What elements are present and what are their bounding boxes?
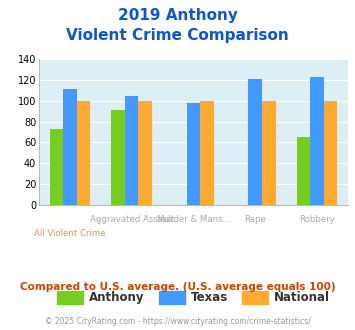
Legend: Anthony, Texas, National: Anthony, Texas, National (53, 286, 334, 309)
Bar (324, 101, 337, 205)
Bar (111, 110, 125, 205)
Bar (63, 89, 77, 205)
Bar (138, 101, 152, 205)
Text: Robbery: Robbery (299, 215, 335, 224)
Text: Compared to U.S. average. (U.S. average equals 100): Compared to U.S. average. (U.S. average … (20, 282, 335, 292)
Text: Violent Crime Comparison: Violent Crime Comparison (66, 28, 289, 43)
Text: Murder & Mans...: Murder & Mans... (157, 215, 230, 224)
Text: © 2025 CityRating.com - https://www.cityrating.com/crime-statistics/: © 2025 CityRating.com - https://www.city… (45, 317, 310, 326)
Bar (297, 137, 310, 205)
Text: Aggravated Assault: Aggravated Assault (89, 215, 174, 224)
Bar (125, 96, 138, 205)
Bar (77, 101, 90, 205)
Text: All Violent Crime: All Violent Crime (34, 229, 106, 238)
Bar (248, 79, 262, 205)
Bar (310, 77, 324, 205)
Text: 2019 Anthony: 2019 Anthony (118, 8, 237, 23)
Bar (200, 101, 214, 205)
Bar (262, 101, 275, 205)
Bar (50, 129, 63, 205)
Bar (187, 103, 200, 205)
Text: Rape: Rape (244, 215, 266, 224)
